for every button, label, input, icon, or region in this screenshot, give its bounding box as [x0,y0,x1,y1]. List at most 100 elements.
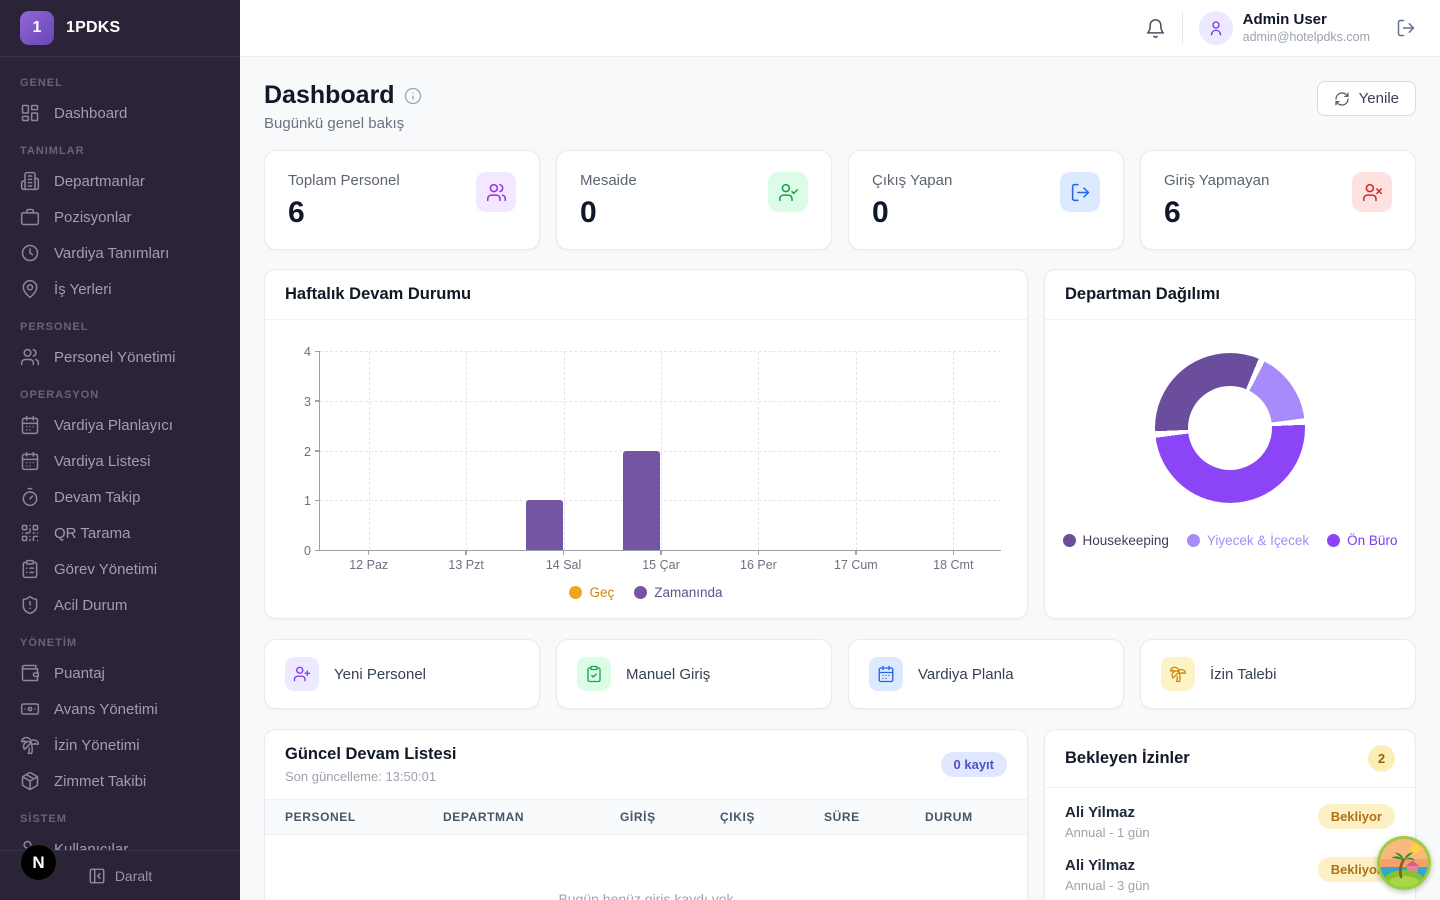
sidebar-item-departmanlar[interactable]: Departmanlar [0,163,240,199]
sidebar: 1 1PDKS GENEL Dashboard TANIMLAR Departm… [0,0,240,900]
sidebar-item-is-yerleri[interactable]: İş Yerleri [0,271,240,307]
x-tick-label: 17 Cum [833,558,878,572]
legend-dot [1327,534,1341,547]
topbar: Admin User admin@hotelpdks.com [240,0,1440,57]
user-menu[interactable]: Admin User admin@hotelpdks.com [1198,11,1370,45]
building-icon [20,171,40,191]
sidebar-item-personel-yonetimi[interactable]: Personel Yönetimi [0,339,240,375]
sidebar-item-label: Devam Takip [54,488,141,506]
sidebar-item-label: Vardiya Tanımları [54,244,170,262]
user-plus-icon [293,665,311,683]
sidebar-item-label: Departmanlar [54,172,145,190]
logout-icon[interactable] [1396,18,1416,38]
sidebar-item-pozisyonlar[interactable]: Pozisyonlar [0,199,240,235]
stat-value: 6 [1164,196,1181,229]
x-tick-label: 16 Per [740,558,777,572]
stat-label: Çıkış Yapan [872,172,953,189]
calendar-icon [20,415,40,435]
sidebar-item-gorev-yonetimi[interactable]: Görev Yönetimi [0,551,240,587]
legend-item-Zamanında[interactable]: Zamanında [634,585,723,600]
leave-request-row: Ali Yilmaz Annual - 1 gün Bekliyor [1065,804,1395,840]
sidebar-item-vardiya-planlayici[interactable]: Vardiya Planlayıcı [0,407,240,443]
sidebar-item-label: Vardiya Listesi [54,452,151,470]
notifications-bell-icon[interactable] [1145,18,1166,39]
user-x-icon [1362,182,1383,203]
user-email: admin@hotelpdks.com [1242,29,1370,44]
action-label: Manuel Giriş [626,665,711,683]
brand-logo: 1 [20,11,54,45]
sidebar-item-acil-durum[interactable]: Acil Durum [0,587,240,623]
sidebar-item-zimmet-takibi[interactable]: Zimmet Takibi [0,763,240,799]
column-header: GİRİŞ [620,810,656,824]
sidebar-item-devam-takip[interactable]: Devam Takip [0,479,240,515]
wallet-icon [20,663,40,683]
collapse-label: Daralt [114,867,153,884]
table-empty-state: Bugün henüz giriş kaydı yok [558,891,734,900]
leave-request-row: Ali Yilmaz Annual - 3 gün Bekliyor [1065,857,1395,893]
sidebar-item-label: Dashboard [54,104,128,122]
leave-detail: Annual - 1 gün [1065,825,1150,840]
gridline-v [368,352,370,550]
stat-card-cikis-yapan: Çıkış Yapan 0 [848,150,1124,250]
stat-value: 6 [288,196,305,229]
sidebar-item-label: QR Tarama [54,524,131,542]
timer-icon [20,487,40,507]
leave-status-badge: Bekliyor [1317,804,1395,829]
stat-icon-tile [1060,172,1100,212]
legend-item-Geç[interactable]: Geç [569,585,614,600]
sidebar-item-dashboard[interactable]: Dashboard [0,95,240,131]
legend-label: Housekeeping [1082,533,1169,548]
sidebar-item-puantaj[interactable]: Puantaj [0,655,240,691]
nav-section-tanimlar: TANIMLAR [20,145,85,157]
x-tick-label: 14 Sal [545,558,582,572]
weekly-attendance-chart-card: Haftalık Devam Durumu 0 1 2 3 4 12 Paz 13 Pzt 1… [264,269,1028,619]
map-pin-icon [20,279,40,299]
sidebar-item-label: Pozisyonlar [54,208,132,226]
refresh-button[interactable]: Yenile [1316,81,1416,116]
x-tick-label: 18 Cmt [933,558,974,572]
legend-item-Housekeeping[interactable]: Housekeeping [1062,533,1169,548]
y-tick-label: 0 [304,544,311,558]
sidebar-item-izin-yonetimi[interactable]: İzin Yönetimi [0,727,240,763]
island-sticker-widget[interactable] [1377,836,1431,890]
info-icon[interactable] [404,87,422,105]
legend-label: Zamanında [654,585,723,600]
chart-title: Haftalık Devam Durumu [285,285,472,303]
qr-code-icon [20,523,40,543]
sidebar-item-vardiya-listesi[interactable]: Vardiya Listesi [0,443,240,479]
sidebar-item-vardiya-tanimlari[interactable]: Vardiya Tanımları [0,235,240,271]
legend-dot [634,586,648,599]
table-header-row: PERSONEL DEPARTMAN GİRİŞ ÇIKIŞ SÜRE DURU… [265,799,1027,835]
leave-request-button[interactable]: İzin Talebi [1140,639,1416,709]
panel-left-close-icon [88,867,106,885]
column-header: DURUM [925,810,973,824]
action-icon-tile [869,657,903,691]
manual-entry-button[interactable]: Manuel Giriş [556,639,832,709]
leave-employee-name: Ali Yilmaz [1065,857,1136,874]
gridline-h [320,500,1001,502]
package-icon [20,771,40,791]
palm-island-icon [1377,836,1431,890]
sidebar-item-label: Personel Yönetimi [54,348,176,366]
legend-item-Yiyecek & İçecek[interactable]: Yiyecek & İçecek [1186,533,1309,548]
plan-shift-button[interactable]: Vardiya Planla [848,639,1124,709]
briefcase-icon [20,207,40,227]
sidebar-item-avans-yonetimi[interactable]: Avans Yönetimi [0,691,240,727]
clipboard-list-icon [20,559,40,579]
x-tick [952,550,955,555]
column-header: ÇIKIŞ [720,810,756,824]
stat-label: Toplam Personel [288,172,400,189]
sidebar-item-qr-tarama[interactable]: QR Tarama [0,515,240,551]
sidebar-nav: GENEL Dashboard TANIMLAR Departmanlar Po… [0,57,240,900]
stat-card-giris-yapmayan: Giriş Yapmayan 6 [1140,150,1416,250]
dev-badge-letter: N [32,852,45,872]
donut-chart [1155,353,1305,503]
x-tick [562,550,565,555]
dev-tools-badge[interactable]: N [20,844,57,881]
legend-item-Ön Büro[interactable]: Ön Büro [1327,533,1397,548]
bar-chart-legend: Geç Zamanında [265,585,1027,600]
stat-label: Mesaide [580,172,637,189]
new-personnel-button[interactable]: Yeni Personel [264,639,540,709]
y-tick-label: 4 [304,345,311,359]
palm-tree-icon [1169,665,1187,683]
